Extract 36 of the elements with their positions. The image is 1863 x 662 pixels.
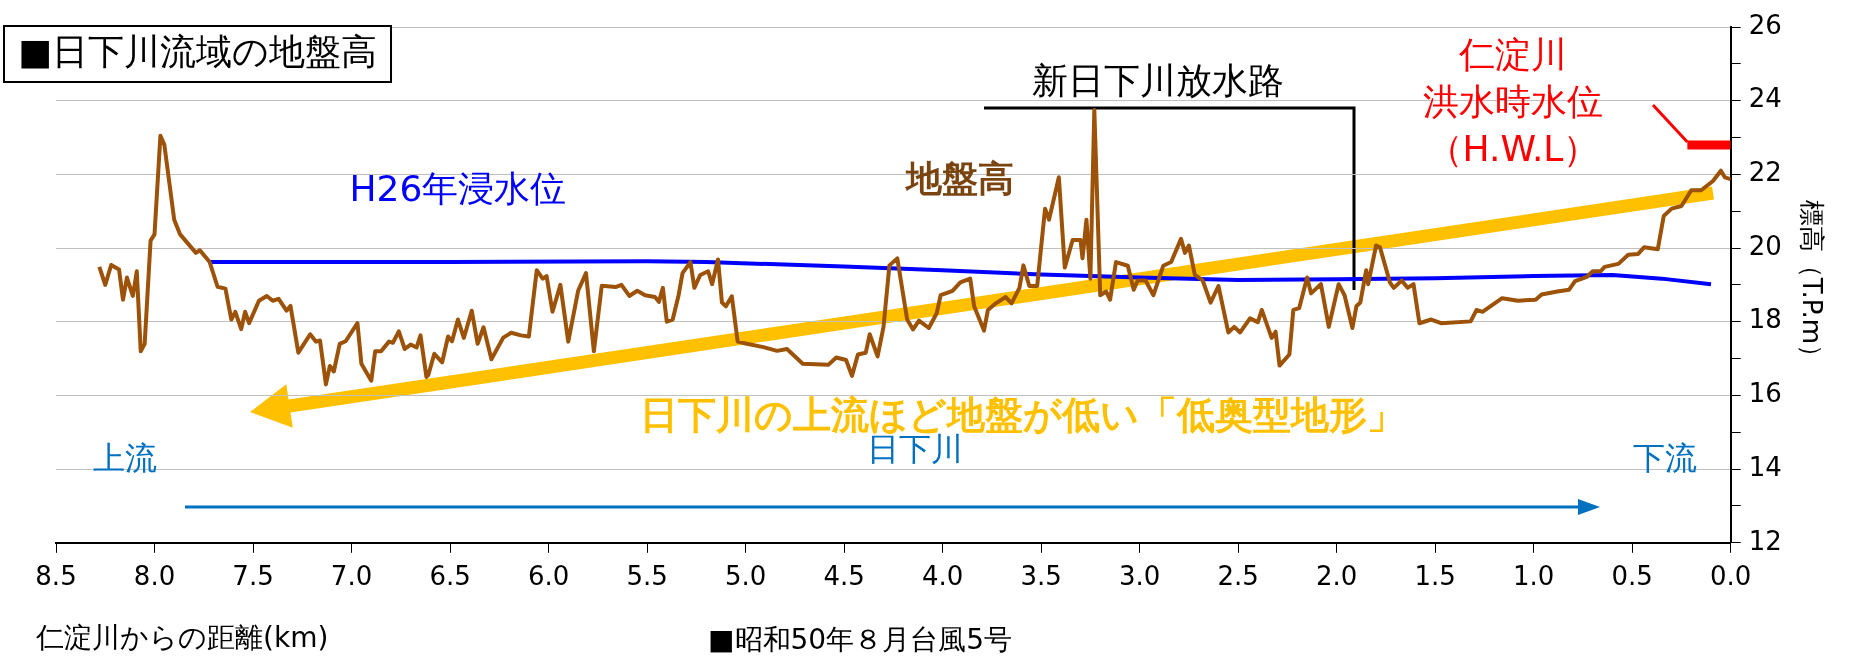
annotation: 上流 bbox=[93, 439, 157, 478]
x-tick-label: 3.0 bbox=[1118, 561, 1161, 592]
x-tick-label: 4.5 bbox=[823, 561, 865, 592]
annotation: 下流 bbox=[1633, 439, 1697, 478]
y-tick-label: 12 bbox=[1748, 525, 1782, 556]
x-tick-label: 3.5 bbox=[1020, 561, 1062, 592]
x-tick-label: 2.0 bbox=[1315, 561, 1358, 592]
x-tick-label: 4.0 bbox=[921, 561, 964, 592]
y-tick-label: 16 bbox=[1748, 378, 1782, 409]
y-tick-label: 24 bbox=[1748, 83, 1782, 114]
x-tick-label: 6.5 bbox=[429, 561, 471, 592]
x-tick-label: 0.5 bbox=[1611, 561, 1653, 592]
x-axis-title: 仁淀川からの距離(km) bbox=[35, 621, 329, 655]
y-tick-label: 20 bbox=[1748, 230, 1782, 261]
y-tick-label: 22 bbox=[1748, 157, 1782, 188]
y-tick-label: 14 bbox=[1748, 451, 1782, 482]
x-tick-label: 0.0 bbox=[1710, 561, 1752, 592]
annotation: 新日下川放水路 bbox=[1032, 60, 1284, 102]
x-tick-label: 2.5 bbox=[1217, 561, 1259, 592]
series-label: H26年浸水位 bbox=[349, 168, 567, 210]
x-tick-label: 8.0 bbox=[133, 561, 176, 592]
y-tick-label: 26 bbox=[1748, 9, 1782, 40]
series-label: 地盤高 bbox=[904, 158, 1015, 200]
x-tick-label: 5.0 bbox=[724, 561, 767, 592]
x-tick-label: 6.0 bbox=[527, 561, 570, 592]
chart-title: ■日下川流域の地盤高 bbox=[18, 31, 378, 73]
x-tick-label: 7.5 bbox=[232, 561, 274, 592]
y-axis-title: 標高（T.P.m） bbox=[1796, 199, 1827, 371]
x-tick-label: 7.0 bbox=[330, 561, 373, 592]
x-tick-label: 5.5 bbox=[626, 561, 668, 592]
x-tick-label: 8.5 bbox=[35, 561, 77, 592]
x-tick-label: 1.0 bbox=[1513, 561, 1555, 592]
text: ■昭和50年８月台風5号 bbox=[708, 623, 1012, 657]
x-tick-label: 1.5 bbox=[1414, 561, 1456, 592]
legend-label: 仁淀川洪水時水位（H.W.L） bbox=[1423, 34, 1603, 170]
y-tick-label: 18 bbox=[1748, 304, 1782, 335]
